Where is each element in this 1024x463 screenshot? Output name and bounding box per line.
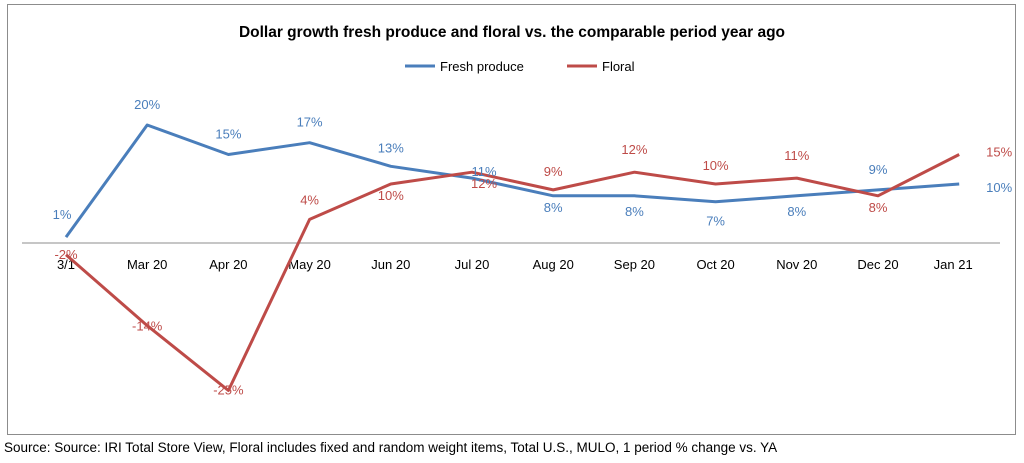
data-label-floral: 12% [471, 176, 497, 191]
data-label-fresh-produce: 17% [297, 115, 323, 130]
data-label-floral: 4% [300, 192, 319, 207]
data-label-fresh-produce: 13% [378, 140, 404, 155]
data-label-floral: -2% [54, 247, 78, 262]
data-labels: 1% 20% 15% 17% 13% 11% 8% 8% 7% 8% 9% 10% -2% -14% -25… [53, 97, 1013, 398]
x-tick-label: 3/1 [57, 257, 75, 272]
x-tick-label: Mar 20 [127, 257, 167, 272]
series-line-floral [65, 153, 960, 392]
chart-title: Dollar growth fresh produce and floral v… [239, 24, 785, 41]
data-label-floral: -25% [213, 383, 244, 398]
data-label-floral: 10% [378, 188, 404, 203]
x-tick-label: Apr 20 [209, 257, 247, 272]
data-label-fresh-produce: 8% [787, 204, 806, 219]
data-label-floral: 10% [703, 158, 729, 173]
data-label-fresh-produce: 1% [53, 207, 72, 222]
data-label-floral: 8% [869, 200, 888, 215]
data-label-floral: 12% [621, 142, 647, 157]
data-label-fresh-produce: 15% [215, 127, 241, 142]
x-tick-label: Jan 21 [934, 257, 973, 272]
data-label-floral: 15% [986, 145, 1012, 160]
data-label-floral: -14% [132, 319, 163, 334]
legend-label-floral: Floral [602, 59, 635, 74]
data-label-fresh-produce: 9% [869, 162, 888, 177]
series-lines [64, 123, 960, 392]
data-label-fresh-produce: 7% [706, 214, 725, 229]
data-label-floral: 11% [784, 148, 809, 163]
data-label-fresh-produce: 8% [625, 204, 644, 219]
series-line-fresh-produce [64, 123, 960, 238]
x-tick-label: Jun 20 [371, 257, 410, 272]
data-label-fresh-produce: 10% [986, 180, 1012, 195]
chart-frame [7, 4, 1016, 435]
x-tick-label: Nov 20 [776, 257, 817, 272]
data-label-fresh-produce: 8% [544, 200, 563, 215]
source-note: Source: Source: IRI Total Store View, Fl… [4, 440, 778, 455]
x-tick-label: Dec 20 [857, 257, 898, 272]
legend-label-fresh-produce: Fresh produce [440, 59, 524, 74]
data-label-fresh-produce: 20% [134, 97, 160, 112]
data-label-fresh-produce: 11% [471, 164, 496, 179]
x-tick-label: Aug 20 [533, 257, 574, 272]
data-label-floral: 9% [544, 164, 563, 179]
x-tick-label: May 20 [288, 257, 331, 272]
x-tick-labels: 3/1 Mar 20 Apr 20 May 20 Jun 20 Jul 20 Aug 20 S… [57, 257, 973, 272]
x-tick-label: Oct 20 [696, 257, 734, 272]
x-tick-label: Sep 20 [614, 257, 655, 272]
x-tick-label: Jul 20 [455, 257, 490, 272]
legend: Fresh produce Floral [405, 59, 635, 74]
